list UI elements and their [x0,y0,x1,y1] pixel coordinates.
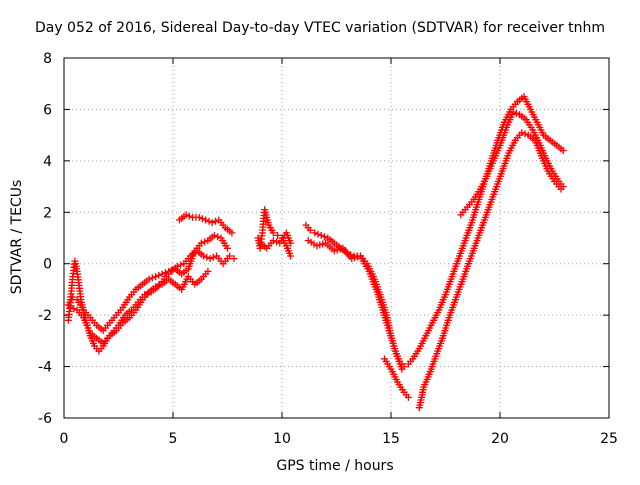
data-point [321,233,328,241]
x-axis-label: GPS time / hours [276,458,393,474]
data-point [144,289,152,297]
data-point [306,226,314,234]
y-tick-label: -4 [38,360,52,376]
data-point [200,252,207,260]
data-point [230,255,238,263]
x-tick-label: 25 [600,431,618,447]
data-point [521,130,529,138]
data-point [210,231,218,239]
data-point [197,239,205,247]
chart-title: Day 052 of 2016, Sidereal Day-to-day VTE… [35,20,605,36]
x-tick-label: 15 [382,431,400,447]
data-point [201,238,209,246]
y-tick-label: 6 [43,102,52,118]
series-arc-10 [415,129,565,412]
data-point [198,215,206,223]
data-point [69,293,77,301]
data-point [67,303,74,311]
y-tick-label: -6 [38,411,52,427]
data-point [269,237,277,245]
y-tick-label: 0 [43,257,52,273]
data-point [145,275,153,283]
data-point [212,217,219,225]
data-point [165,267,173,275]
series-arc-6 [256,229,295,252]
data-point [274,231,282,239]
data-point [195,213,203,221]
data-point [208,219,216,227]
data-point [182,211,190,219]
data-point [177,261,185,269]
data-point [185,212,193,220]
data-point [518,129,526,137]
data-point [273,238,281,246]
series-arc-2 [64,231,231,335]
data-point [158,270,166,278]
y-tick-label: 4 [43,154,52,170]
data-point [404,393,412,401]
data-point [398,365,406,373]
series-arc-9 [381,355,412,401]
data-point [203,253,211,261]
data-point [206,255,214,263]
x-tick-label: 5 [169,431,178,447]
y-tick-label: -2 [38,308,52,324]
plot-border [63,57,610,419]
axis-ticks: 0 5 10 15 20 25 -6 -4 -2 0 2 4 6 8 [38,51,618,447]
data-point [155,282,163,290]
data-point [559,183,567,191]
series-arc-3 [67,267,212,347]
data-point [205,217,213,225]
x-tick-label: 10 [273,431,291,447]
data-point [161,269,169,277]
data-point [70,305,78,313]
grid-lines [64,58,609,418]
x-tick-label: 0 [60,431,69,447]
data-point [559,147,567,155]
series-arc-8 [304,237,406,373]
y-tick-label: 8 [43,51,52,67]
series-arc-5 [254,206,295,260]
data-point [204,267,212,275]
data-point [317,231,325,239]
y-axis-label: SDTVAR / TECUs [9,180,25,295]
x-tick-label: 20 [491,431,509,447]
data-point [155,271,163,279]
series-arc-1 [64,247,238,355]
data-point [214,233,222,241]
plot-frame [63,57,610,419]
data-point [148,274,156,282]
data-point [509,108,517,116]
data-point [202,216,210,224]
data-point [287,239,295,247]
data-point [209,253,217,261]
series-arc-4 [176,211,236,237]
data-point [269,229,277,237]
data-point [512,109,520,117]
series-arc-11 [457,108,567,219]
data-point [287,252,295,260]
data-point [311,229,319,237]
data-point [226,252,234,260]
data-point [224,244,231,252]
data-point [152,273,160,281]
data-series [64,93,567,412]
data-point [152,283,160,291]
y-tick-label: 2 [43,205,52,221]
data-point [314,230,322,238]
data-point [228,229,236,237]
